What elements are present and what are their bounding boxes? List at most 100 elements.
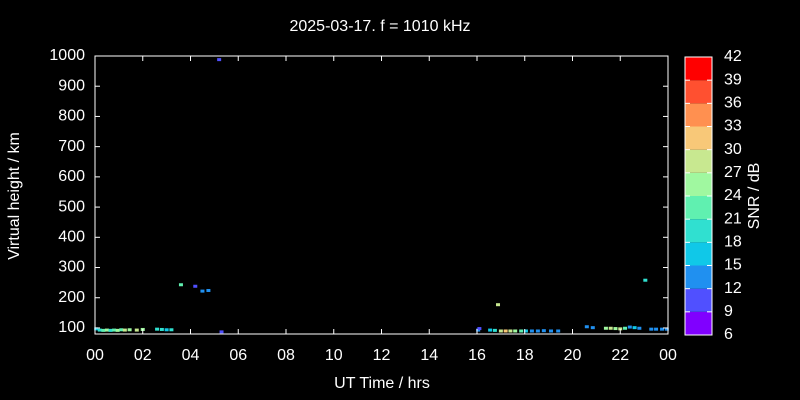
- data-point: [193, 284, 198, 288]
- data-point: [632, 326, 637, 330]
- y-tick-label: 800: [58, 108, 85, 125]
- data-point: [508, 329, 513, 333]
- data-point: [104, 328, 109, 332]
- colorbar-swatch: [685, 172, 712, 196]
- data-point: [627, 325, 632, 329]
- data-point: [637, 326, 642, 330]
- data-point: [519, 329, 524, 333]
- y-tick-label: 300: [58, 259, 85, 276]
- y-tick-label: 900: [58, 77, 85, 94]
- x-tick-label: 12: [373, 347, 391, 364]
- data-point: [112, 328, 117, 332]
- colorbar-tick-label: 21: [724, 210, 742, 227]
- x-tick-label: 02: [134, 347, 152, 364]
- data-point: [584, 325, 589, 329]
- colorbar-swatch: [685, 219, 712, 243]
- colorbar-tick-label: 39: [724, 71, 742, 88]
- data-point: [108, 328, 113, 332]
- data-point: [119, 328, 124, 332]
- y-tick-label: 700: [58, 138, 85, 155]
- colorbar-swatch: [685, 265, 712, 289]
- colorbar-tick-label: 42: [724, 48, 742, 65]
- colorbar-tick-label: 30: [724, 141, 742, 158]
- data-point: [155, 327, 160, 331]
- x-tick-label: 14: [420, 347, 438, 364]
- colorbar-tick-label: 36: [724, 95, 742, 112]
- x-tick-label: 10: [325, 347, 343, 364]
- data-point: [97, 328, 102, 332]
- x-tick-label: 18: [516, 347, 534, 364]
- colorbar-tick-label: 33: [724, 118, 742, 135]
- data-point: [513, 329, 518, 333]
- data-point: [660, 327, 665, 331]
- data-point: [200, 289, 205, 293]
- data-point: [535, 329, 540, 333]
- data-point: [169, 328, 174, 332]
- data-point: [541, 329, 546, 333]
- colorbar-swatch: [685, 242, 712, 266]
- data-point: [608, 326, 613, 330]
- colorbar-swatch: [685, 80, 712, 104]
- data-point: [498, 329, 503, 333]
- colorbar-swatch: [685, 311, 712, 335]
- data-point: [492, 328, 497, 332]
- data-point: [590, 326, 595, 330]
- chart-title: 2025-03-17. f = 1010 kHz: [289, 18, 470, 35]
- colorbar-swatch: [685, 103, 712, 127]
- x-tick-label: 16: [468, 347, 486, 364]
- colorbar-tick-label: 15: [724, 257, 742, 274]
- data-point: [476, 328, 481, 332]
- data-point: [529, 329, 534, 333]
- y-axis-label: Virtual height / km: [6, 132, 23, 260]
- y-tick-label: 600: [58, 168, 85, 185]
- data-point: [127, 328, 132, 332]
- data-point: [654, 327, 659, 331]
- data-point: [94, 327, 99, 331]
- data-point: [556, 329, 561, 333]
- y-tick-label: 500: [58, 198, 85, 215]
- data-point: [101, 328, 106, 332]
- colorbar-swatch: [685, 288, 712, 312]
- colorbar-tick-label: 27: [724, 164, 742, 181]
- x-tick-label: 00: [86, 347, 104, 364]
- data-point: [623, 326, 628, 330]
- colorbar-tick-label: 6: [724, 326, 733, 343]
- x-tick-label: 20: [564, 347, 582, 364]
- colorbar-tick-label: 12: [724, 280, 742, 297]
- data-point: [115, 328, 120, 332]
- data-point: [523, 329, 528, 333]
- colorbar-swatch: [685, 196, 712, 220]
- data-point: [178, 283, 183, 287]
- data-point: [603, 326, 608, 330]
- x-tick-label: 00: [659, 347, 677, 364]
- data-point: [217, 58, 222, 62]
- y-tick-label: 1000: [49, 47, 85, 64]
- data-point: [122, 328, 127, 332]
- colorbar-tick-label: 24: [724, 187, 742, 204]
- x-tick-label: 06: [229, 347, 247, 364]
- data-point: [477, 327, 482, 331]
- colorbar-label: SNR / dB: [746, 163, 763, 230]
- y-tick-label: 400: [58, 229, 85, 246]
- data-point: [206, 288, 211, 292]
- data-point: [643, 278, 648, 282]
- data-point: [664, 327, 669, 331]
- data-point: [496, 303, 501, 307]
- x-axis-label: UT Time / hrs: [334, 375, 430, 392]
- data-point: [649, 327, 654, 331]
- colorbar-swatch: [685, 57, 712, 81]
- data-point: [549, 329, 554, 333]
- data-point: [134, 328, 139, 332]
- data-point: [159, 327, 164, 331]
- colorbar-tick-label: 18: [724, 234, 742, 251]
- y-tick-label: 100: [58, 319, 85, 336]
- colorbar-swatch: [685, 126, 712, 150]
- data-point: [164, 328, 169, 332]
- data-point: [613, 327, 618, 331]
- y-tick-label: 200: [58, 289, 85, 306]
- colorbar-tick-label: 9: [724, 303, 733, 320]
- x-tick-label: 04: [182, 347, 200, 364]
- data-point: [488, 328, 493, 332]
